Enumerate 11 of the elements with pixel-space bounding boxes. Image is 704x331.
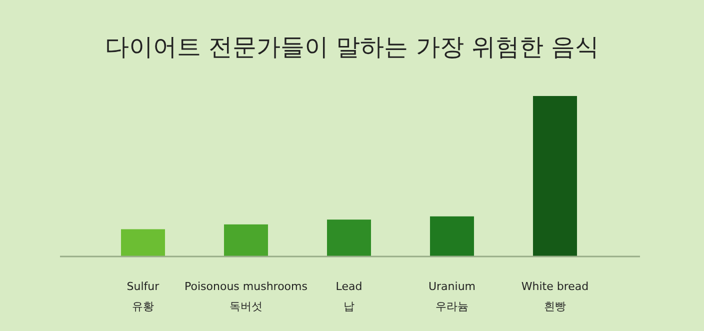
x-tick-label: Sulfur 유황 [126, 280, 160, 313]
bar [224, 224, 268, 256]
x-tick-label: White bread 흰빵 [521, 280, 589, 313]
chart-title: 다이어트 전문가들이 말하는 가장 위험한 음식 [104, 33, 600, 61]
bar [430, 216, 474, 256]
bar [121, 229, 165, 256]
bar [327, 220, 371, 256]
x-tick-label: Uranium 우라늄 [428, 280, 476, 313]
x-tick-label: Lead 납 [336, 280, 362, 313]
bar [533, 96, 577, 256]
x-tick-label: Poisonous mushrooms 독버섯 [184, 280, 308, 313]
